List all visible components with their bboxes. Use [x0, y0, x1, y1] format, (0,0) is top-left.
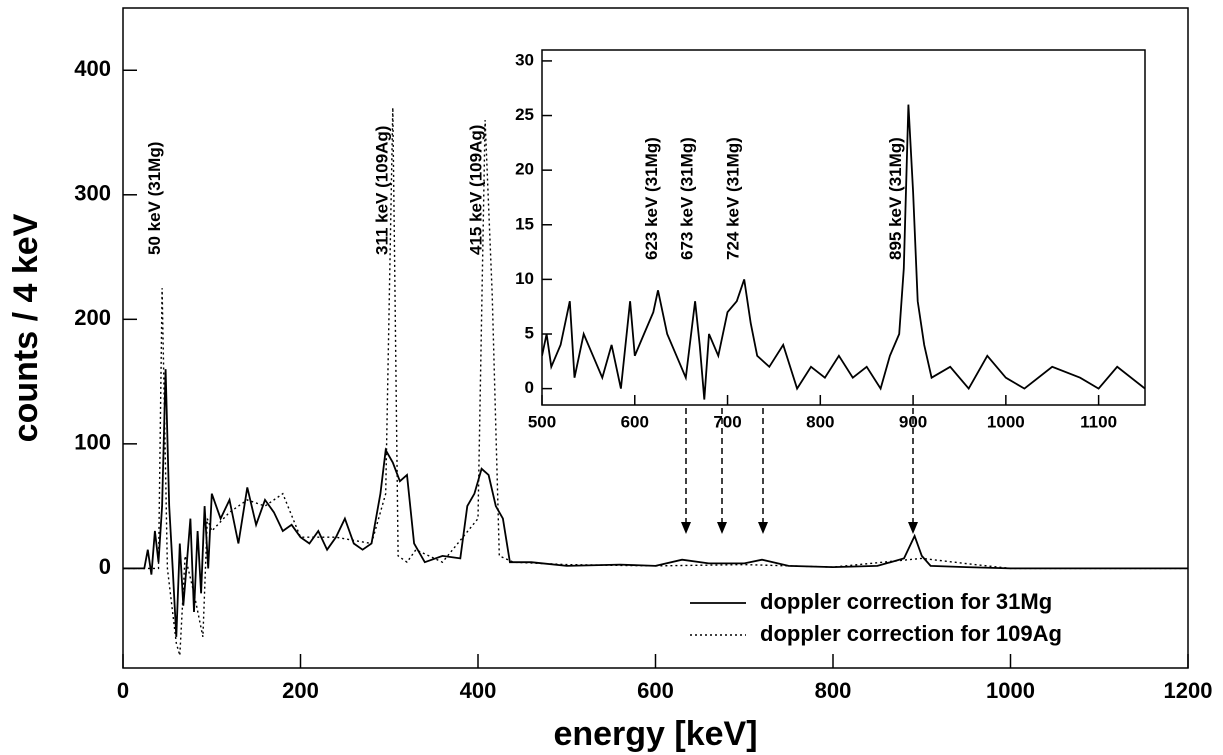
y-tick-label: 200 [74, 305, 111, 330]
inset-background [542, 50, 1145, 405]
y-tick-label: 25 [515, 105, 534, 124]
plot-frame [122, 7, 1189, 669]
x-tick-label: 200 [282, 678, 319, 703]
x-tick-label: 1200 [1164, 678, 1213, 703]
y-tick-label: 100 [74, 430, 111, 455]
series-line [123, 369, 1188, 637]
arrowhead [681, 522, 691, 534]
plot-frame [541, 49, 1146, 406]
annotation: 724 keV (31Mg) [724, 137, 743, 260]
y-tick-label: 30 [515, 50, 534, 69]
x-tick-label: 1000 [987, 412, 1025, 431]
series-line [542, 104, 1145, 400]
y-tick-label: 0 [525, 378, 534, 397]
arrowhead [717, 522, 727, 534]
arrowhead [758, 522, 768, 534]
y-tick-label: 0 [99, 554, 111, 579]
y-tick-label: 400 [74, 56, 111, 81]
annotation: 415 keV (109Ag) [466, 125, 485, 255]
x-tick-label: 1000 [986, 678, 1035, 703]
series-line [123, 107, 1188, 656]
x-axis-label: energy [keV] [553, 715, 757, 753]
y-tick-label: 300 [74, 181, 111, 206]
x-tick-label: 800 [806, 412, 834, 431]
x-tick-label: 600 [621, 412, 649, 431]
x-tick-label: 800 [815, 678, 852, 703]
annotation: 311 keV (109Ag) [372, 126, 391, 255]
y-tick-label: 5 [525, 323, 534, 342]
annotation: 50 keV (31Mg) [145, 142, 164, 255]
x-tick-label: 700 [713, 412, 741, 431]
x-tick-label: 0 [117, 678, 129, 703]
x-tick-label: 600 [637, 678, 674, 703]
annotation: 673 keV (31Mg) [677, 137, 696, 260]
x-tick-label: 900 [899, 412, 927, 431]
legend-label: doppler correction for 109Ag [760, 621, 1062, 646]
legend-label: doppler correction for 31Mg [760, 589, 1052, 614]
x-tick-label: 1100 [1080, 412, 1117, 431]
y-tick-label: 20 [515, 160, 534, 179]
x-tick-label: 400 [460, 678, 497, 703]
annotation: 895 keV (31Mg) [886, 137, 905, 260]
annotation: 623 keV (31Mg) [642, 137, 661, 260]
y-tick-label: 15 [515, 214, 534, 233]
arrowhead [908, 522, 918, 534]
y-axis-label: counts / 4 keV [7, 213, 45, 442]
y-tick-label: 10 [515, 269, 534, 288]
arrowheads [681, 522, 918, 534]
x-tick-label: 500 [528, 412, 556, 431]
